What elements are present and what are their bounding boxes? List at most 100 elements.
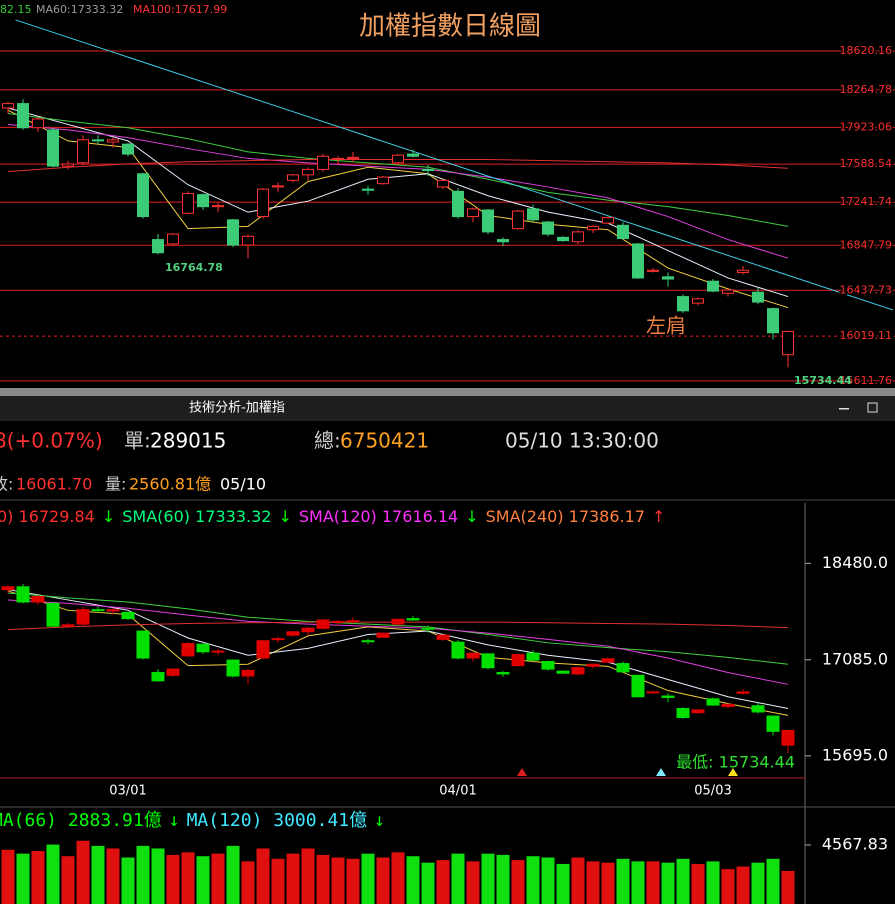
candle-body (211, 650, 225, 653)
candle-body (347, 156, 359, 159)
legend-item: ↑ (652, 507, 665, 526)
candle-body (767, 308, 779, 334)
candle-body (302, 168, 314, 176)
volume-bar (256, 848, 270, 904)
candle-body (76, 609, 90, 625)
volume-bar (301, 848, 315, 904)
candle-body (527, 208, 539, 221)
volume-bar (241, 861, 255, 904)
volume-bar (61, 856, 75, 904)
quote-field: 總: (314, 429, 341, 453)
volume-bar (286, 853, 300, 904)
volume-bar (466, 861, 480, 904)
candle-body (136, 630, 150, 659)
signal-marker (728, 768, 738, 776)
candle-body (482, 209, 494, 233)
main-panel (1, 584, 795, 754)
volume-bar (706, 861, 720, 904)
volume-bar (376, 857, 390, 904)
volume-bar (271, 858, 285, 904)
candle-body (152, 239, 164, 254)
candle-body (151, 672, 165, 682)
maximize-button[interactable] (867, 402, 878, 413)
y-tick-label: 4567.83 (822, 834, 888, 853)
y-tick-label: 17085.0 (822, 649, 888, 668)
low-annotation: 最低: 15734.44 (676, 753, 795, 772)
volume-bar (226, 845, 240, 904)
volume-bar (451, 853, 465, 904)
candle-body (556, 670, 570, 674)
candle-body (496, 672, 510, 675)
volume-bar (571, 857, 585, 904)
candle-body (647, 269, 659, 272)
volume-bar (121, 857, 135, 904)
candle-body (377, 176, 389, 185)
level-label: 17588.54 (840, 157, 893, 170)
candle-body (332, 157, 344, 161)
candle-body (467, 208, 479, 218)
legend-item: MA(120) 3000.41億 (187, 810, 368, 831)
quote-field: 05/10 (220, 475, 266, 494)
quote-field: 8(+0.07%) (0, 429, 103, 453)
candle-body (391, 618, 405, 625)
quote-field: 6750421 (340, 429, 429, 453)
candle-body (751, 705, 765, 713)
candle-body (316, 619, 330, 629)
candle-body (421, 627, 435, 630)
candle-body (376, 632, 390, 638)
candle-body (571, 667, 585, 675)
volume-bar (526, 856, 540, 904)
ma-line (7, 107, 789, 298)
candle-body (271, 638, 285, 641)
top-panel (0, 19, 895, 382)
toolbar-bar (0, 396, 895, 421)
volume-bar (676, 858, 690, 904)
candle-body (587, 225, 599, 231)
candle-body (2, 103, 14, 109)
candle-body (677, 296, 689, 312)
volume-bar (556, 863, 570, 904)
pattern-annotation: 左肩 (646, 314, 686, 338)
candle-body (331, 620, 345, 623)
x-tick-label: 05/03 (694, 784, 731, 799)
candle-body (512, 210, 524, 230)
volume-bar (496, 854, 510, 904)
candle-body (241, 669, 255, 677)
candle-body (362, 188, 374, 191)
candle-body (437, 179, 449, 188)
candle-body (121, 611, 135, 620)
legend-item: MA(66) 2883.91億 (0, 810, 162, 831)
volume-bar (166, 854, 180, 904)
low-annotation: 15734.44 (794, 374, 852, 387)
header-value: MA100:17617.99 (133, 3, 227, 16)
volume-bar (691, 863, 705, 904)
legend-item: ↓ (465, 507, 478, 526)
signal-marker (517, 768, 527, 776)
candle-body (752, 291, 764, 303)
y-tick-label: 15695.0 (822, 745, 888, 764)
candle-body (106, 609, 120, 612)
level-label: 16437.73 (840, 283, 893, 296)
y-tick-label: 18480.0 (822, 553, 888, 572)
candle-body (166, 668, 180, 676)
volume-bar (76, 840, 90, 904)
candle-body (692, 298, 704, 304)
ma-line (7, 589, 789, 709)
candle-body (31, 595, 45, 603)
legend: 0) 16729.84 ↓ SMA(60) 17333.32 ↓ SMA(120) 17… (0, 507, 665, 526)
volume-bar (766, 858, 780, 904)
candle-body (452, 190, 464, 218)
candle-body (77, 139, 89, 164)
ma-line (7, 112, 789, 227)
minimize-button[interactable] (839, 408, 849, 410)
volume-bar (736, 866, 750, 904)
volume-bar (1, 849, 15, 904)
candle-body (766, 715, 780, 732)
candle-body (301, 627, 315, 633)
volume-bar (31, 851, 45, 904)
legend: MA(66) 2883.91億 ↓ MA(120) 3000.41億 ↓ (0, 810, 385, 831)
volume-bar (346, 858, 360, 904)
labels: 18620.16 18264.78 17923.06 17588.54 17241.74… (0, 3, 894, 853)
